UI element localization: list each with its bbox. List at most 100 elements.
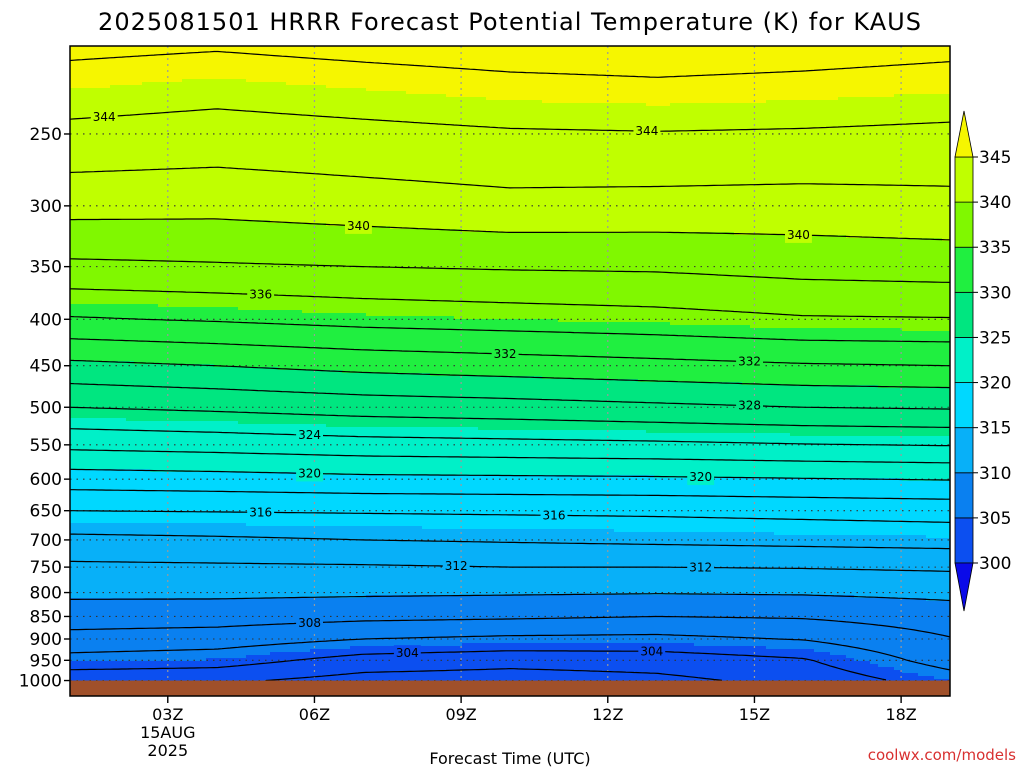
fill-cell — [286, 424, 295, 473]
fill-cell — [734, 433, 743, 479]
fill-cell — [910, 436, 919, 482]
fill-cell — [166, 364, 175, 422]
fill-cell — [366, 316, 375, 374]
fill-cell — [638, 595, 647, 644]
fill-cell — [462, 475, 471, 530]
fill-cell — [142, 82, 151, 221]
fill-cell — [550, 430, 559, 476]
fill-cell — [790, 478, 799, 536]
fill-cell — [606, 322, 615, 380]
fill-cell — [894, 94, 903, 239]
fill-cell — [422, 475, 431, 530]
fill-cell — [806, 595, 815, 650]
fill-cell — [374, 91, 383, 227]
fill-cell — [198, 46, 207, 80]
fill-cell — [510, 529, 519, 596]
contour-label: 316 — [249, 505, 272, 519]
fill-cell — [238, 598, 247, 659]
fill-cell — [654, 433, 663, 479]
fill-cell — [606, 430, 615, 476]
fill-cell — [302, 85, 311, 224]
fill-cell — [334, 370, 343, 428]
fill-cell — [662, 433, 671, 479]
fill-cell — [222, 598, 231, 659]
fill-cell — [550, 595, 559, 644]
fill-cell — [406, 373, 415, 428]
fill-cell — [886, 388, 895, 437]
y-tick-label: 900 — [30, 630, 62, 650]
fill-cell — [558, 322, 567, 380]
fill-cell — [806, 100, 815, 236]
fill-cell — [862, 385, 871, 437]
fill-cell — [606, 232, 615, 323]
fill-cell — [910, 535, 919, 599]
fill-cell — [822, 478, 831, 536]
fill-cell — [814, 328, 823, 386]
fill-cell — [654, 46, 663, 107]
fill-cell — [558, 46, 567, 104]
contour-label-bg — [638, 643, 666, 660]
fill-cell — [686, 643, 695, 696]
fill-cell — [462, 232, 471, 320]
fill-cell — [822, 46, 831, 101]
fill-cell — [430, 229, 439, 317]
fill-cell — [334, 46, 343, 89]
fill-cell — [94, 661, 103, 696]
fill-cell — [742, 532, 751, 596]
fill-cell — [934, 481, 943, 539]
fill-cell — [598, 379, 607, 431]
fill-cell — [822, 100, 831, 236]
fill-cell — [502, 100, 511, 233]
fill-cell — [590, 430, 599, 476]
fill-cell — [446, 376, 455, 428]
fill-cell — [814, 100, 823, 236]
fill-cell — [606, 643, 615, 696]
fill-cell — [326, 370, 335, 428]
fill-cell — [502, 529, 511, 596]
fill-cell — [382, 226, 391, 317]
fill-cell — [830, 46, 839, 101]
fill-cell — [678, 532, 687, 596]
fill-cell — [662, 478, 671, 533]
fill-cell — [214, 220, 223, 308]
contour-labels: 344 344 340 340 336 332 332 328 324 320 320 316 316 3… — [90, 108, 812, 662]
fill-cell — [886, 598, 895, 668]
fill-cell — [406, 427, 415, 476]
fill-cell — [662, 106, 671, 233]
fill-cell — [878, 436, 887, 479]
fill-cell — [846, 385, 855, 437]
fill-cell — [758, 433, 767, 479]
fill-cell — [870, 598, 879, 665]
x-tick-label: 03Z — [152, 705, 183, 724]
fill-cell — [350, 475, 359, 527]
fill-cell — [510, 46, 519, 101]
fill-cell — [910, 598, 919, 674]
fill-cell — [814, 535, 823, 596]
fill-cell — [198, 421, 207, 473]
fill-cell — [470, 319, 479, 377]
contour-label: 308 — [298, 616, 321, 630]
fill-cell — [662, 532, 671, 596]
fill-cell — [334, 88, 343, 227]
contour-label: 312 — [689, 561, 712, 575]
fill-cell — [278, 424, 287, 473]
fill-cell — [574, 475, 583, 530]
fill-cell — [710, 433, 719, 479]
fill-cell — [910, 481, 919, 536]
fill-cell — [734, 103, 743, 236]
fill-cell — [662, 322, 671, 383]
fill-cell — [446, 427, 455, 476]
fill-cell — [582, 430, 591, 476]
fill-cell — [222, 523, 231, 599]
fill-cell — [374, 46, 383, 92]
fill-cell — [142, 220, 151, 305]
fill-cell — [630, 532, 639, 596]
fill-cell — [326, 88, 335, 227]
fill-cell — [102, 88, 111, 221]
colorbar-label: 330 — [979, 283, 1011, 303]
fill-cell — [646, 382, 655, 434]
fill-cell — [894, 598, 903, 671]
y-tick-label: 700 — [30, 531, 62, 551]
fill-cell — [206, 307, 215, 365]
fill-cell — [366, 475, 375, 527]
